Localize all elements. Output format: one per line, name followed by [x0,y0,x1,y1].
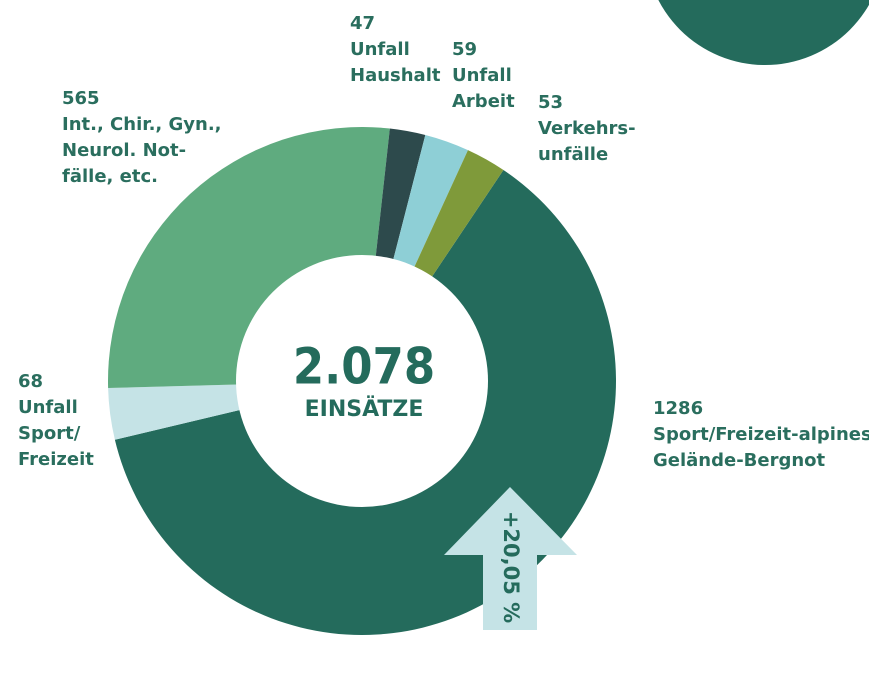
value-label: 53 [538,92,563,113]
value-label: 565 [62,88,100,109]
value-label: 68 [18,371,43,392]
category-label: Neurol. Not- [62,140,186,161]
category-label: Unfall [350,39,410,60]
annotation: +20,05 % [499,511,523,623]
category-label: Arbeit [452,91,515,112]
category-label: Unfall [18,397,78,418]
category-label: Haushalt [350,65,441,86]
category-label: fälle, etc. [62,166,158,187]
category-label: Freizeit [18,449,94,470]
category-label: Gelände-Bergnot [653,450,826,471]
donut-hole [236,255,488,507]
category-label: Unfall [452,65,512,86]
category-label: Sport/ [18,423,81,444]
decor-circle [658,0,869,65]
value-label: 47 [350,13,375,34]
category-label: unfälle [538,144,608,165]
total: 2.078 [293,338,435,396]
category-label: Sport/Freizeit-alpines [653,424,869,445]
category-label: Int., Chir., Gyn., [62,114,222,135]
arrow [444,487,577,630]
value-label: 1286 [653,398,703,419]
category-label: Verkehrs- [538,118,636,139]
value-label: 59 [452,39,477,60]
subtitle: EINSÄTZE [305,396,424,422]
